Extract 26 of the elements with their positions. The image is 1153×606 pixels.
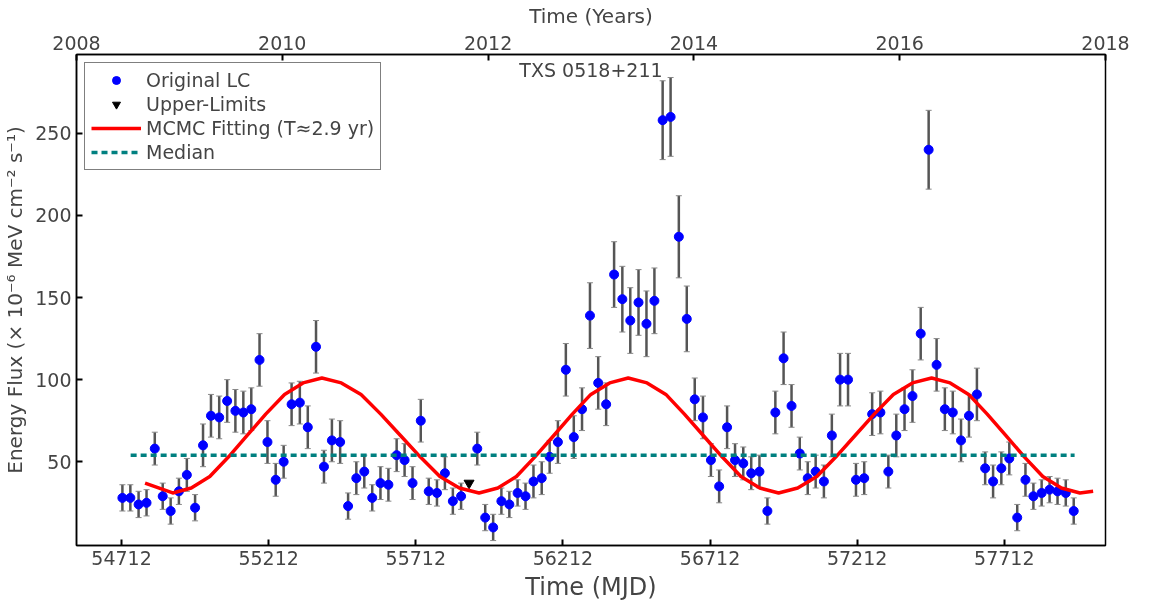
x-tick-label: 54712 <box>91 546 152 569</box>
x2-tick-label: 2018 <box>1081 31 1130 54</box>
legend-label: Median <box>146 141 216 163</box>
y-tick-label: 50 <box>47 450 72 473</box>
x2-tick-label: 2016 <box>875 31 924 54</box>
y-tick-label: 250 <box>35 122 72 145</box>
x2-tick-label: 2008 <box>52 31 101 54</box>
x-tick-label: 57712 <box>974 546 1035 569</box>
x2-tick-label: 2010 <box>258 31 307 54</box>
x-tick-label: 55212 <box>238 546 299 569</box>
legend-label: Upper-Limits <box>146 93 267 115</box>
x-tick-label: 55712 <box>385 546 446 569</box>
y-tick-label: 150 <box>35 286 72 309</box>
x2-axis-title: Time (Years) <box>528 3 653 28</box>
x2-tick-label: 2012 <box>463 31 513 54</box>
legend-label: Original LC <box>146 69 251 91</box>
x-tick-label: 56712 <box>679 546 741 569</box>
x-tick-label: 57212 <box>826 546 888 569</box>
chart-title: TXS 0518+211 <box>518 58 663 81</box>
x-tick-label: 56212 <box>532 546 594 569</box>
y-tick-label: 100 <box>35 368 72 391</box>
y-axis-title: Energy Flux (× 10⁻⁶ MeV cm⁻² s⁻¹) <box>3 126 28 474</box>
y-tick-label: 200 <box>35 204 72 227</box>
x2-tick-label: 2014 <box>669 31 719 54</box>
legend-label: MCMC Fitting (T≈2.9 yr) <box>146 117 375 139</box>
x-axis-title: Time (MJD) <box>524 572 657 601</box>
